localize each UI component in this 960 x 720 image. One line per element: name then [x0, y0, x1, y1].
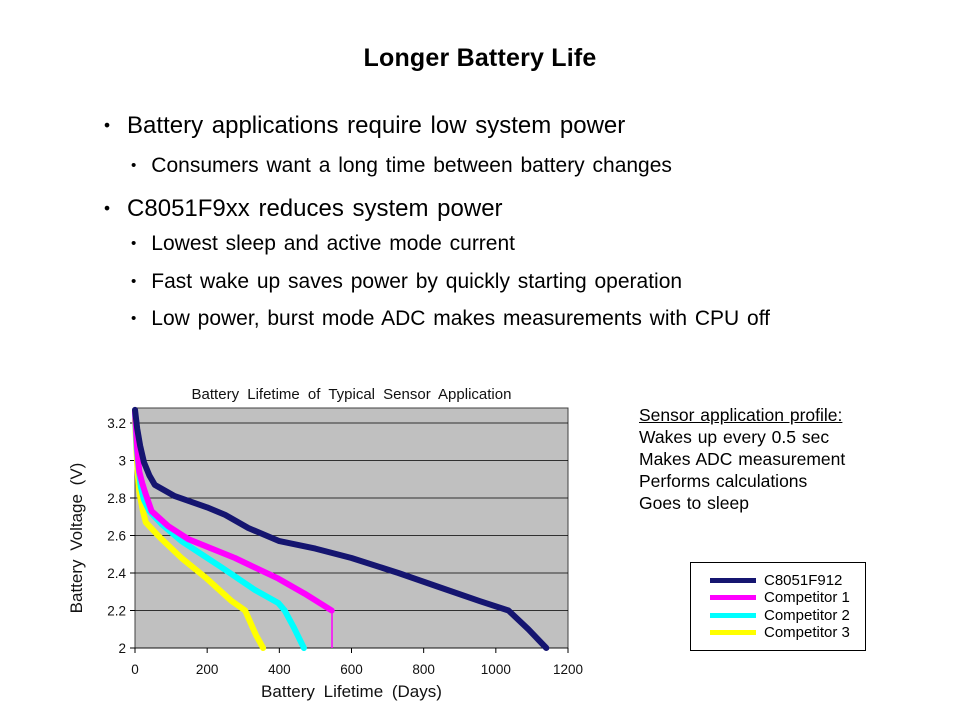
y-tick-label: 2.6	[107, 529, 126, 544]
series-line	[132, 406, 550, 651]
bullet-item: • Lowest sleep and active mode current	[131, 232, 515, 256]
chart-title: Battery Lifetime of Typical Sensor Appli…	[192, 386, 512, 403]
sensor-profile-line: Makes ADC measurement	[639, 449, 846, 469]
sensor-profile-line: Performs calculations	[639, 471, 808, 491]
bullet-text: Fast wake up saves power by quickly star…	[151, 270, 683, 293]
legend-item: Competitor 2	[710, 607, 865, 625]
bullet-item: • Battery applications require low system…	[104, 112, 625, 140]
legend-item: C8051F912	[710, 572, 865, 590]
legend-item: Competitor 3	[710, 624, 865, 642]
sensor-profile-lines: Wakes up every 0.5 sec Makes ADC measurem…	[639, 426, 845, 514]
x-tick-label: 800	[412, 662, 435, 677]
y-tick-label: 3	[118, 454, 126, 469]
sensor-profile-note: Sensor application profile: Wakes up eve…	[639, 404, 845, 514]
bullet-text: C8051F9xx reduces system power	[127, 195, 503, 222]
battery-lifetime-chart: 2 2.2 2.4 2.6 2.8 3 3.2 0 200 400 600 800 1000 1200 Ba…	[55, 380, 600, 715]
y-tick-label: 2	[118, 641, 126, 656]
series-line	[132, 408, 335, 614]
chart-canvas: 2 2.2 2.4 2.6 2.8 3 3.2 0 200 400 600 800 1000 1200 Ba…	[67, 386, 583, 701]
bullet-item: • Consumers want a long time between batt…	[131, 154, 672, 178]
y-tick-label: 3.2	[107, 416, 126, 431]
y-tick-label: 2.2	[107, 604, 126, 619]
bullet-dot-icon: •	[104, 115, 111, 135]
chart-legend: C8051F912 Competitor 1 Competitor 2 Competi…	[690, 562, 866, 651]
slide-title: Longer Battery Life	[363, 44, 597, 72]
x-tick-label: 1200	[553, 662, 583, 677]
x-tick-label: 0	[131, 662, 139, 677]
bullet-text: Battery applications require low system …	[127, 112, 626, 139]
bullet-item: • Low power, burst mode ADC makes measure…	[131, 307, 770, 331]
legend-line-swatch	[710, 595, 756, 601]
x-tick-label: 200	[196, 662, 219, 677]
x-tick-label: 1000	[481, 662, 511, 677]
bullet-dot-icon: •	[131, 157, 137, 174]
plot-area	[134, 407, 569, 649]
bullet-item: • Fast wake up saves power by quickly sta…	[131, 270, 682, 294]
legend-item: Competitor 1	[710, 589, 865, 607]
bullet-text: Lowest sleep and active mode current	[151, 232, 515, 255]
bullet-text: Low power, burst mode ADC makes measurem…	[151, 307, 770, 330]
y-tick-label: 2.8	[107, 491, 126, 506]
y-tick-label: 2.4	[107, 566, 126, 581]
bullet-dot-icon: •	[131, 273, 137, 290]
bullet-text: Consumers want a long time between batte…	[151, 154, 672, 177]
bullet-dot-icon: •	[131, 310, 137, 327]
x-axis-title: Battery Lifetime (Days)	[261, 682, 442, 701]
legend-label: Competitor 2	[764, 606, 850, 624]
legend-label: Competitor 3	[764, 624, 850, 642]
sensor-profile-line: Goes to sleep	[639, 493, 749, 513]
legend-label: Competitor 1	[764, 589, 850, 607]
legend-line-swatch	[710, 612, 756, 618]
bullet-dot-icon: •	[104, 198, 111, 218]
sensor-profile-line: Wakes up every 0.5 sec	[639, 427, 830, 447]
legend-line-swatch	[710, 630, 756, 636]
sensor-profile-heading: Sensor application profile:	[639, 405, 843, 425]
x-tick-label: 600	[340, 662, 363, 677]
legend-line-swatch	[710, 577, 756, 583]
legend-label: C8051F912	[764, 571, 843, 589]
y-axis-title: Battery Voltage (V)	[67, 463, 86, 614]
x-tick-label: 400	[268, 662, 291, 677]
bullet-item: • C8051F9xx reduces system power	[104, 195, 503, 223]
bullet-dot-icon: •	[131, 235, 137, 252]
